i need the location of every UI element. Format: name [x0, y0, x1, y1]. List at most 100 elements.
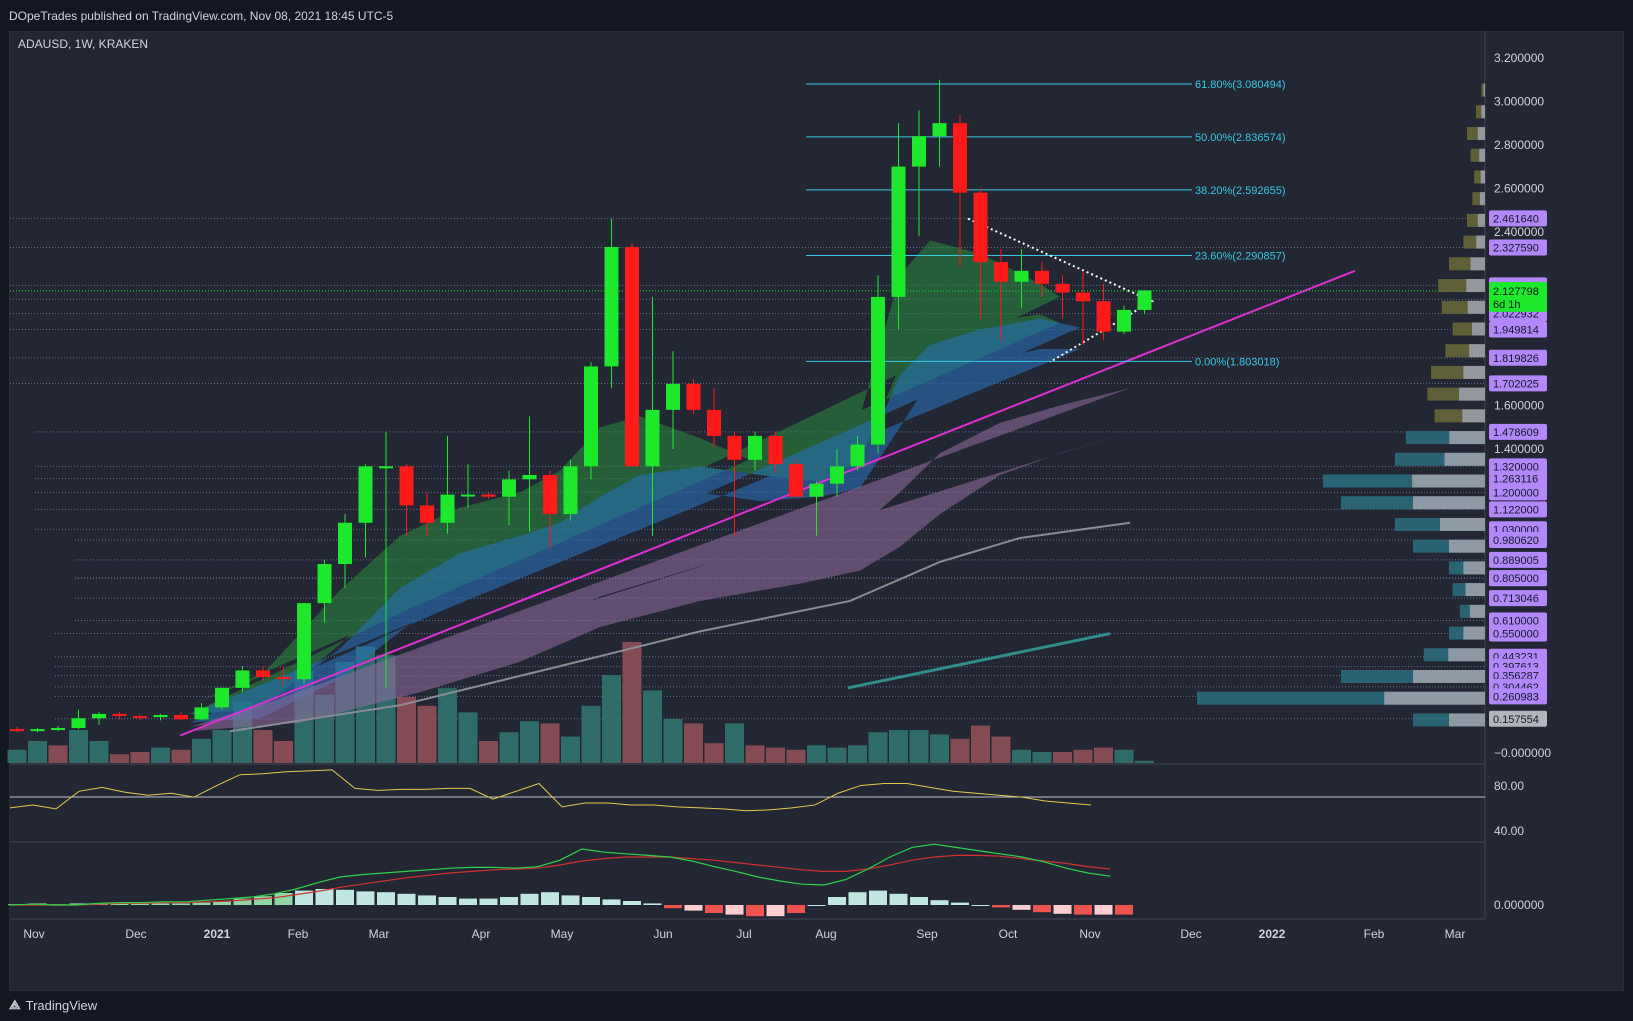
price-label: 1.819826	[1493, 353, 1539, 365]
macd-histogram-bar	[274, 893, 293, 905]
price-label: 1.122000	[1493, 504, 1539, 516]
macd-histogram-bar	[746, 905, 764, 917]
candle	[973, 192, 988, 263]
tradingview-logo-icon: ⟁	[9, 998, 21, 1013]
volume-bar	[397, 697, 416, 763]
volume-bar	[786, 749, 806, 763]
countdown-label: 6d 1h	[1493, 299, 1521, 311]
macd-histogram-bar	[910, 897, 928, 905]
macd-histogram-bar	[1074, 905, 1092, 915]
volume-bar	[151, 747, 170, 763]
volume-bar	[274, 741, 293, 763]
candle	[235, 670, 250, 688]
volume-bar	[1073, 749, 1093, 763]
volume-profile-bar	[1476, 105, 1485, 119]
price-label: 1.200000	[1493, 487, 1539, 499]
volume-profile-bar	[1466, 279, 1485, 293]
candle	[625, 246, 639, 467]
macd-histogram-bar	[377, 892, 395, 905]
volume-profile-bar	[1469, 604, 1485, 618]
candle	[256, 670, 270, 677]
volume-bar	[561, 736, 580, 763]
macd-histogram-bar	[315, 889, 334, 905]
macd-histogram-bar	[233, 898, 252, 905]
macd-histogram-bar	[787, 905, 805, 913]
time-axis-tick: Nov	[23, 927, 44, 941]
time-axis-tick: Mar	[369, 927, 390, 941]
volume-bar	[766, 747, 785, 763]
price-label-box	[1489, 458, 1547, 475]
macd-histogram-bar	[643, 903, 662, 905]
price-label: 2.461640	[1493, 213, 1539, 225]
price-label-box	[1489, 321, 1547, 338]
volume-profile-bar	[1476, 235, 1485, 249]
volume-bar	[684, 723, 703, 763]
tradingview-brand[interactable]: ⟁ TradingView	[9, 998, 97, 1013]
time-axis-tick: Jun	[653, 927, 672, 941]
volume-bar	[28, 741, 47, 763]
time-axis-tick: Nov	[1079, 927, 1100, 941]
price-label-box	[1489, 625, 1547, 642]
price-label-box	[1489, 590, 1547, 607]
publish-info: DOpeTrades published on TradingView.com,…	[9, 9, 394, 23]
price-label-box	[1489, 501, 1547, 518]
fib-level-label: 50.00%(2.836574)	[1195, 132, 1286, 144]
current-price-label: 2.127798	[1493, 286, 1539, 298]
candle	[440, 494, 455, 523]
macd-histogram-bar	[971, 905, 990, 906]
macd-histogram-bar	[725, 905, 744, 915]
symbol-label[interactable]: ADAUSD, 1W, KRAKEN	[18, 37, 149, 51]
footer: ⟁ TradingView	[0, 992, 1633, 1021]
volume-profile-bar	[1449, 713, 1485, 727]
macd-histogram-bar	[192, 902, 211, 905]
price-label: 1.320000	[1493, 461, 1539, 473]
price-label-box	[1489, 210, 1547, 227]
time-axis-tick: Aug	[815, 927, 836, 941]
candle	[994, 262, 1008, 282]
volume-bar	[192, 738, 211, 763]
volume-profile-bar	[1465, 583, 1485, 597]
price-label: 0.980620	[1493, 535, 1539, 547]
time-axis-tick: Mar	[1445, 927, 1466, 941]
macd-line	[9, 843, 1111, 906]
volume-bar	[991, 736, 1011, 763]
candle	[399, 466, 414, 506]
volume-bar	[89, 741, 109, 763]
candle	[953, 123, 967, 193]
volume-profile-bar	[1474, 170, 1485, 184]
candle	[10, 729, 24, 732]
volume-bar	[1012, 749, 1031, 763]
macd-histogram-bar	[1033, 905, 1051, 913]
time-axis-tick: 2021	[204, 927, 231, 941]
fib-level-label: 23.60%(2.290857)	[1195, 250, 1286, 262]
price-label: 0.805000	[1493, 573, 1539, 585]
price-label-box	[1489, 423, 1547, 440]
candle	[71, 718, 86, 729]
current-price-box	[1489, 281, 1547, 312]
volume-bar	[622, 642, 642, 763]
price-label: 1.478609	[1493, 427, 1539, 439]
candle	[727, 435, 742, 460]
macd-histogram-bar	[500, 897, 518, 905]
price-label: 1.702025	[1493, 378, 1539, 390]
price-label-box	[1489, 470, 1547, 487]
macd-signal-line	[10, 854, 1111, 906]
price-label: 2.327590	[1493, 242, 1539, 254]
volume-profile-bar	[1480, 170, 1485, 184]
candle	[932, 123, 947, 137]
candle	[809, 483, 824, 497]
volume-bar	[725, 723, 744, 763]
price-axis-tick: 1.600000	[1494, 399, 1544, 413]
macd-histogram-bar	[397, 893, 416, 905]
volume-bar	[745, 745, 765, 763]
volume-profile-bar	[1463, 365, 1485, 379]
macd-histogram-bar	[479, 898, 498, 905]
macd-histogram-bar	[766, 905, 785, 917]
candle	[1137, 290, 1152, 310]
candle	[850, 444, 865, 467]
rsi-tick: 40.00	[1494, 824, 1524, 838]
volume-bar	[110, 754, 129, 763]
volume-profile-bar	[1481, 83, 1485, 97]
candle	[830, 466, 844, 484]
